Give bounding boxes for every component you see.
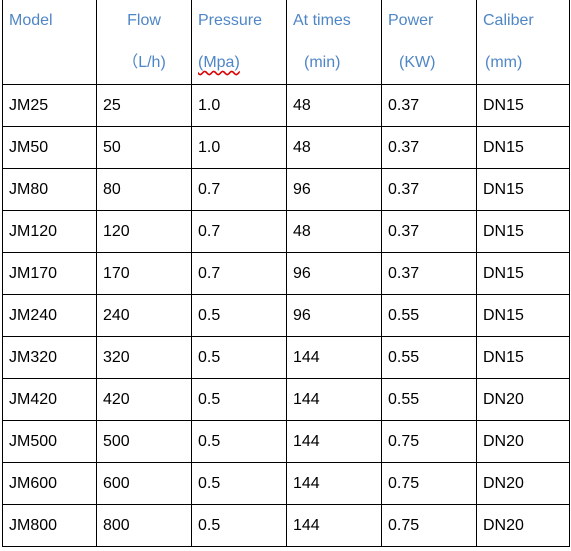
table-cell: 48 (286, 126, 382, 169)
header-text: (Mpa) (198, 54, 240, 71)
table-cell: 420 (96, 378, 192, 421)
header-row: Model Flow （L/h) Pressure (Mpa) At times (min)… (2, 0, 570, 85)
table-cell: 800 (96, 504, 192, 547)
header-text: （L/h) (122, 54, 166, 71)
table-cell: 80 (96, 168, 192, 211)
table-cell: 144 (286, 462, 382, 505)
table-cell: 500 (96, 420, 192, 463)
table-row: JM240 240 0.5 96 0.55 DN15 (2, 294, 570, 337)
header-text: Caliber (483, 12, 534, 29)
table-row: JM420 420 0.5 144 0.55 DN20 (2, 378, 570, 421)
table-cell: 0.55 (381, 294, 477, 337)
table-cell: 0.75 (381, 462, 477, 505)
table-cell: JM170 (2, 252, 97, 295)
table-cell: DN20 (476, 504, 570, 547)
table-cell: 0.7 (191, 252, 287, 295)
table-cell: DN15 (476, 84, 570, 127)
table-cell: 0.37 (381, 210, 477, 253)
header-text: (mm) (485, 54, 523, 71)
table-cell: JM25 (2, 84, 97, 127)
table-cell: 0.5 (191, 294, 287, 337)
table-cell: 0.55 (381, 336, 477, 379)
table-cell: 0.37 (381, 126, 477, 169)
table-cell: DN20 (476, 378, 570, 421)
header-text: Power (388, 12, 434, 29)
table-cell: 0.5 (191, 378, 287, 421)
table-cell: 48 (286, 84, 382, 127)
header-cell: Model (2, 0, 97, 85)
table-cell: JM50 (2, 126, 97, 169)
table-cell: 170 (96, 252, 192, 295)
table-cell: JM500 (2, 420, 97, 463)
table-cell: 25 (96, 84, 192, 127)
table-cell: 0.37 (381, 84, 477, 127)
table-body: JM25 25 1.0 48 0.37 DN15 JM50 50 1.0 48 0.37 DN15 JM… (2, 84, 570, 547)
header-cell: At times (min) (286, 0, 382, 85)
table-cell: DN15 (476, 294, 570, 337)
header-text: Flow (127, 12, 161, 29)
table-cell: DN15 (476, 126, 570, 169)
table-cell: 0.75 (381, 504, 477, 547)
table-cell: 1.0 (191, 84, 287, 127)
header-cell: Pressure (Mpa) (191, 0, 287, 85)
table-cell: 600 (96, 462, 192, 505)
table-cell: 48 (286, 210, 382, 253)
table-row: JM25 25 1.0 48 0.37 DN15 (2, 84, 570, 127)
table-cell: 0.55 (381, 378, 477, 421)
header-cell: Flow （L/h) (96, 0, 192, 85)
header-cell: Caliber (mm) (476, 0, 570, 85)
table-cell: 0.5 (191, 336, 287, 379)
table-cell: 96 (286, 294, 382, 337)
table-cell: 320 (96, 336, 192, 379)
table-cell: DN15 (476, 336, 570, 379)
table-cell: 144 (286, 378, 382, 421)
table-row: JM170 170 0.7 96 0.37 DN15 (2, 252, 570, 295)
table-cell: JM240 (2, 294, 97, 337)
table-row: JM500 500 0.5 144 0.75 DN20 (2, 420, 570, 463)
table-cell: 0.5 (191, 504, 287, 547)
table-cell: DN15 (476, 210, 570, 253)
header-text: (KW) (399, 54, 436, 71)
table-cell: 144 (286, 420, 382, 463)
table-cell: JM120 (2, 210, 97, 253)
header-text: Model (9, 12, 53, 29)
table-cell: 0.75 (381, 420, 477, 463)
table-cell: 0.37 (381, 168, 477, 211)
header-text: Pressure (198, 12, 263, 29)
header-text: (min) (304, 54, 341, 71)
table-cell: DN15 (476, 168, 570, 211)
table-cell: 0.7 (191, 210, 287, 253)
header-text: At times (293, 12, 351, 29)
table-cell: 50 (96, 126, 192, 169)
table-cell: 96 (286, 252, 382, 295)
table-cell: 144 (286, 336, 382, 379)
table-cell: 0.7 (191, 168, 287, 211)
table-cell: DN20 (476, 462, 570, 505)
table-cell: DN20 (476, 420, 570, 463)
table-cell: 1.0 (191, 126, 287, 169)
table-cell: JM80 (2, 168, 97, 211)
table-cell: 96 (286, 168, 382, 211)
table-row: JM50 50 1.0 48 0.37 DN15 (2, 126, 570, 169)
table-row: JM800 800 0.5 144 0.75 DN20 (2, 504, 570, 547)
table-cell: 240 (96, 294, 192, 337)
table-row: JM320 320 0.5 144 0.55 DN15 (2, 336, 570, 379)
table-row: JM80 80 0.7 96 0.37 DN15 (2, 168, 570, 211)
table-cell: 0.5 (191, 420, 287, 463)
table-cell: JM420 (2, 378, 97, 421)
table-cell: JM600 (2, 462, 97, 505)
table-row: JM600 600 0.5 144 0.75 DN20 (2, 462, 570, 505)
table-cell: 120 (96, 210, 192, 253)
table-row: JM120 120 0.7 48 0.37 DN15 (2, 210, 570, 253)
table-cell: 0.37 (381, 252, 477, 295)
header-cell: Power (KW) (381, 0, 477, 85)
table-cell: JM800 (2, 504, 97, 547)
table-cell: 0.5 (191, 462, 287, 505)
table-cell: 144 (286, 504, 382, 547)
table-cell: JM320 (2, 336, 97, 379)
table-cell: DN15 (476, 252, 570, 295)
